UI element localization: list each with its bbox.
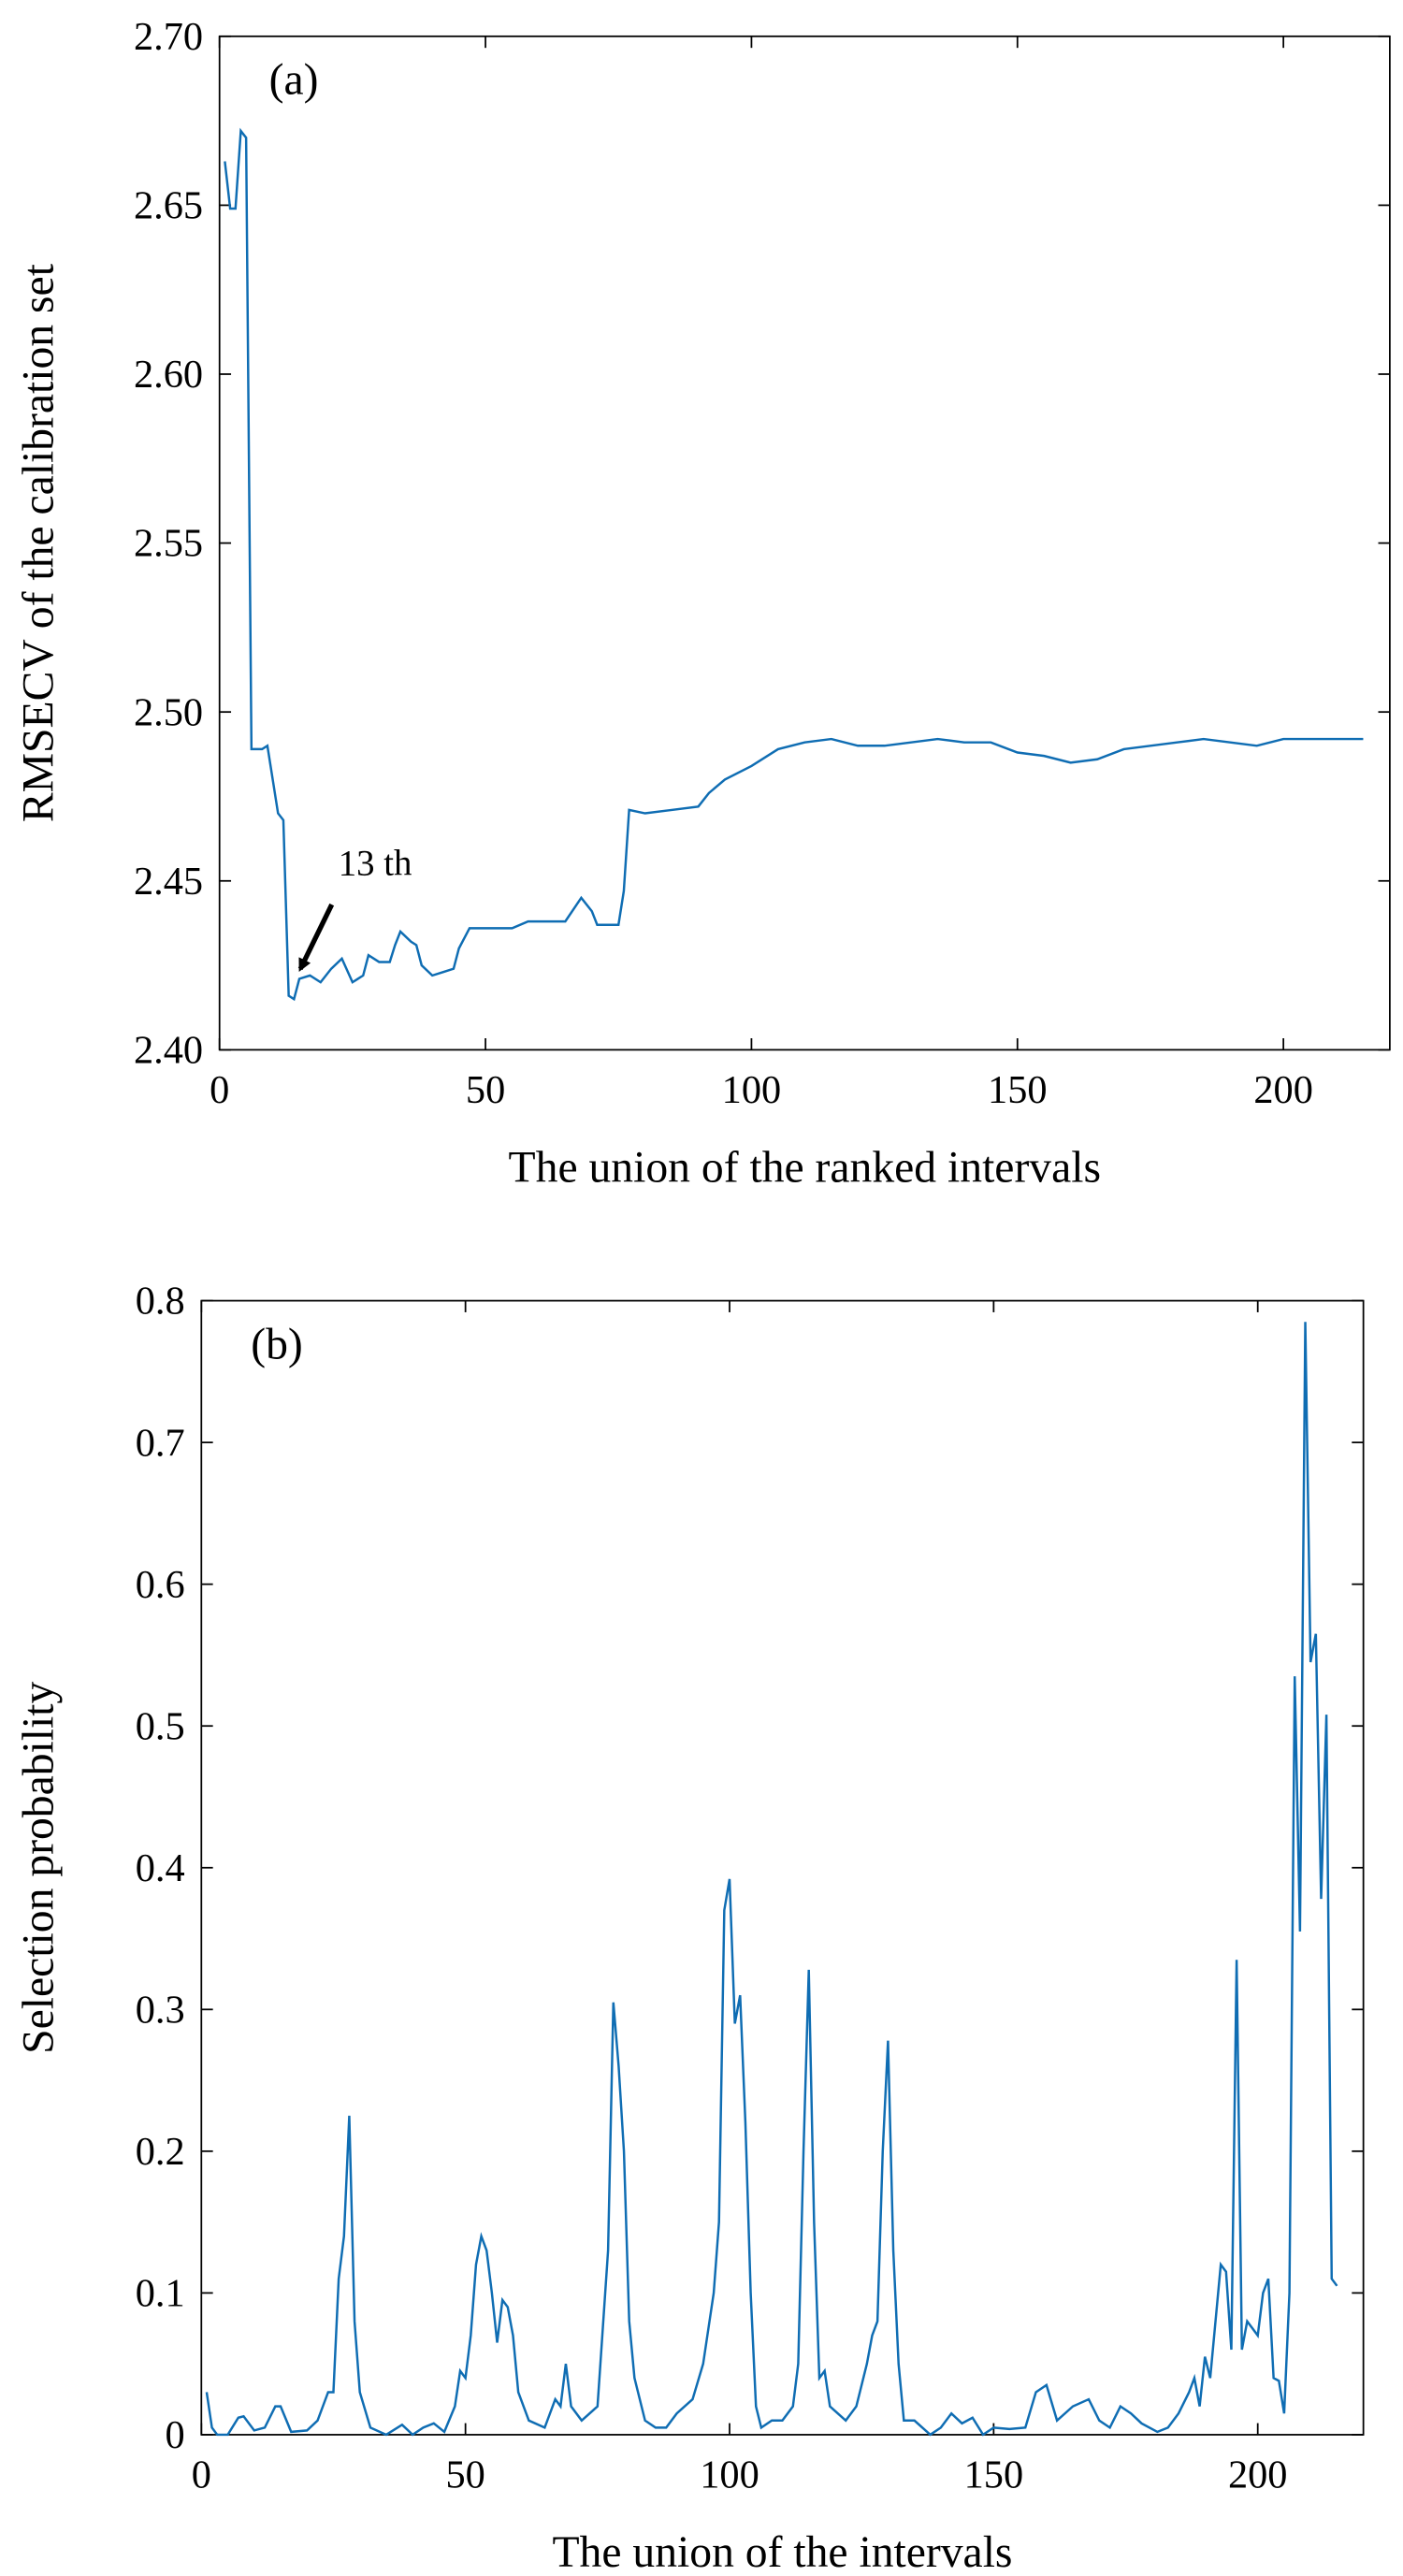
- panel-label: (b): [251, 1320, 303, 1368]
- y-tick-label: 2.60: [134, 353, 203, 397]
- panel-label: (a): [269, 56, 319, 105]
- plot-frame: [200, 1299, 1365, 2436]
- x-tick-label: 100: [700, 2453, 759, 2496]
- y-tick-label: 0.7: [136, 1421, 185, 1465]
- annotation-arrow: [297, 903, 335, 973]
- y-tick-label: 0.5: [136, 1704, 185, 1748]
- y-tick-label: 0.2: [136, 2130, 185, 2174]
- y-tick-label: 0.4: [136, 1846, 185, 1890]
- x-tick-label: 50: [445, 2453, 485, 2496]
- y-tick-label: 0.1: [136, 2272, 185, 2316]
- y-tick-label: 0.6: [136, 1563, 185, 1607]
- y-tick-label: 2.70: [134, 15, 203, 59]
- y-tick-label: 0.8: [136, 1280, 185, 1324]
- y-tick-label: 2.50: [134, 690, 203, 734]
- y-tick-label: 2.55: [134, 522, 203, 566]
- x-tick-label: 200: [1228, 2453, 1288, 2496]
- data-line: [205, 1322, 1338, 2437]
- x-axis-label: The union of the ranked intervals: [509, 1144, 1101, 1193]
- plot-frame: [218, 35, 1391, 1051]
- y-tick-label: 2.40: [134, 1028, 203, 1072]
- y-tick-label: 0.3: [136, 1988, 185, 2032]
- x-tick-label: 0: [210, 1068, 229, 1112]
- data-line: [224, 127, 1364, 1002]
- y-tick-label: 0: [165, 2413, 184, 2457]
- y-axis-label: Selection probability: [14, 1682, 63, 2054]
- y-tick-label: 2.65: [134, 184, 203, 228]
- x-tick-label: 0: [192, 2453, 211, 2496]
- y-axis-label: RMSECV of the calibration set: [14, 264, 63, 822]
- x-tick-label: 50: [466, 1068, 505, 1112]
- x-tick-label: 150: [988, 1068, 1048, 1112]
- x-tick-label: 150: [964, 2453, 1024, 2496]
- annotation: 13 th: [339, 843, 412, 883]
- y-tick-label: 2.45: [134, 860, 203, 904]
- x-tick-label: 100: [722, 1068, 782, 1112]
- x-axis-label: The union of the intervals: [552, 2528, 1012, 2576]
- x-tick-label: 200: [1253, 1068, 1313, 1112]
